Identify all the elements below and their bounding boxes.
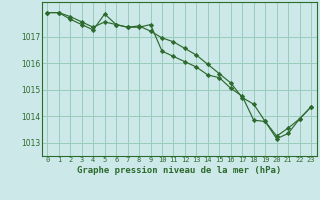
X-axis label: Graphe pression niveau de la mer (hPa): Graphe pression niveau de la mer (hPa) — [77, 166, 281, 175]
